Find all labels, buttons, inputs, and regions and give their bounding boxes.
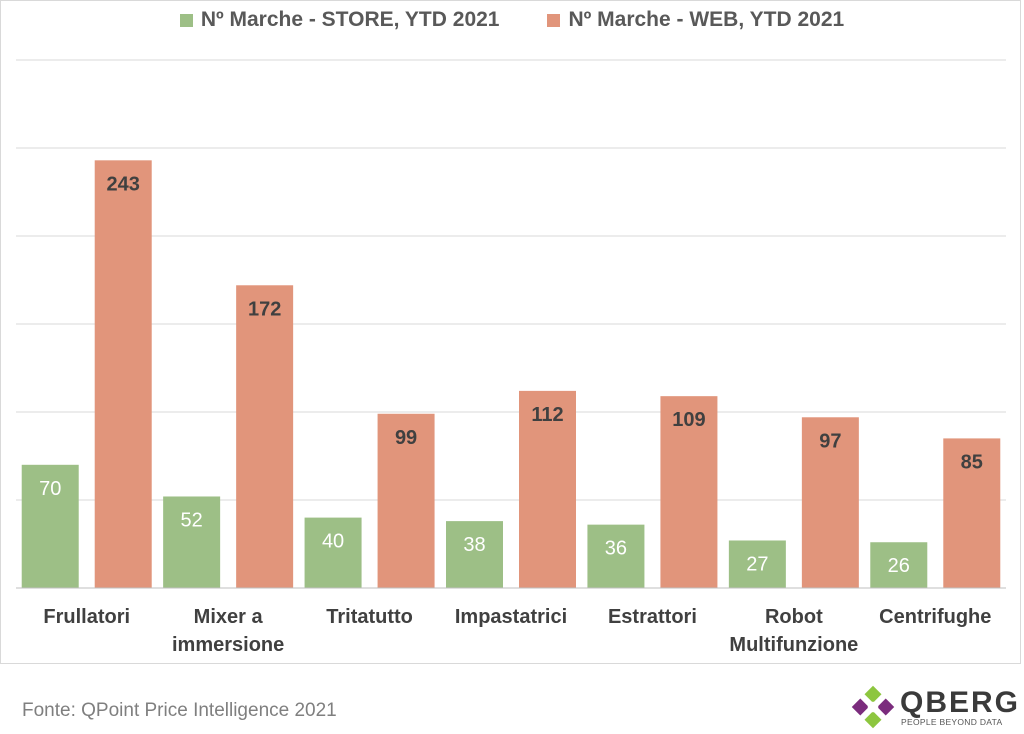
category-label: immersione: [172, 634, 284, 656]
legend-item-web: Nº Marche - WEB, YTD 2021: [547, 8, 844, 32]
category-label: Centrifughe: [879, 606, 991, 628]
qberg-logo-icon: [851, 685, 895, 729]
data-label: 40: [322, 531, 344, 553]
logo-brand: QBERG: [900, 686, 1021, 719]
bar-store: [163, 496, 221, 588]
bar-store: [587, 524, 645, 588]
data-label: 172: [248, 298, 281, 320]
data-label: 97: [819, 430, 841, 452]
bar-store: [870, 542, 928, 588]
bar-store: [728, 540, 786, 588]
bar-store: [21, 464, 79, 588]
data-label: 99: [395, 427, 417, 449]
data-label: 52: [181, 509, 203, 531]
chart-legend: Nº Marche - STORE, YTD 2021 Nº Marche - …: [0, 8, 1024, 32]
bar-web: [660, 396, 718, 588]
source-note: Fonte: QPoint Price Intelligence 2021: [22, 700, 337, 721]
legend-label-store: Nº Marche - STORE, YTD 2021: [200, 8, 500, 31]
category-label: Multifunzione: [729, 634, 858, 656]
data-label: 109: [672, 409, 705, 431]
data-label: 26: [888, 555, 910, 577]
bar-store: [446, 521, 503, 588]
data-label: 112: [531, 404, 563, 426]
category-label: Estrattori: [608, 606, 697, 628]
legend-item-store: Nº Marche - STORE, YTD 2021: [179, 8, 500, 32]
data-label: 36: [605, 538, 627, 560]
bar-web: [801, 417, 859, 588]
data-label: 243: [107, 173, 140, 195]
legend-label-web: Nº Marche - WEB, YTD 2021: [568, 8, 845, 31]
legend-swatch-web: [547, 13, 561, 27]
category-label: Frullatori: [43, 606, 130, 628]
data-label: 38: [463, 534, 485, 556]
logo-tagline: PEOPLE BEYOND DATA: [901, 717, 1003, 727]
legend-swatch-store: [179, 13, 193, 27]
category-label: Mixer a: [194, 606, 264, 628]
data-label: 70: [39, 478, 61, 500]
data-label: 27: [746, 553, 768, 575]
bar-chart: 70 243 Frullatori 52 172 Mixer a immersione 40 9…: [16, 59, 1006, 656]
category-label: Tritatutto: [326, 606, 413, 628]
bar-web: [236, 285, 294, 588]
bar-web: [377, 413, 435, 588]
bar-web: [943, 438, 1001, 588]
bar-store: [304, 517, 362, 588]
data-label: 85: [961, 451, 983, 473]
category-label: Robot: [765, 606, 823, 628]
bar-web: [519, 390, 576, 588]
bar-web: [94, 160, 152, 588]
category-label: Impastatrici: [455, 606, 567, 628]
